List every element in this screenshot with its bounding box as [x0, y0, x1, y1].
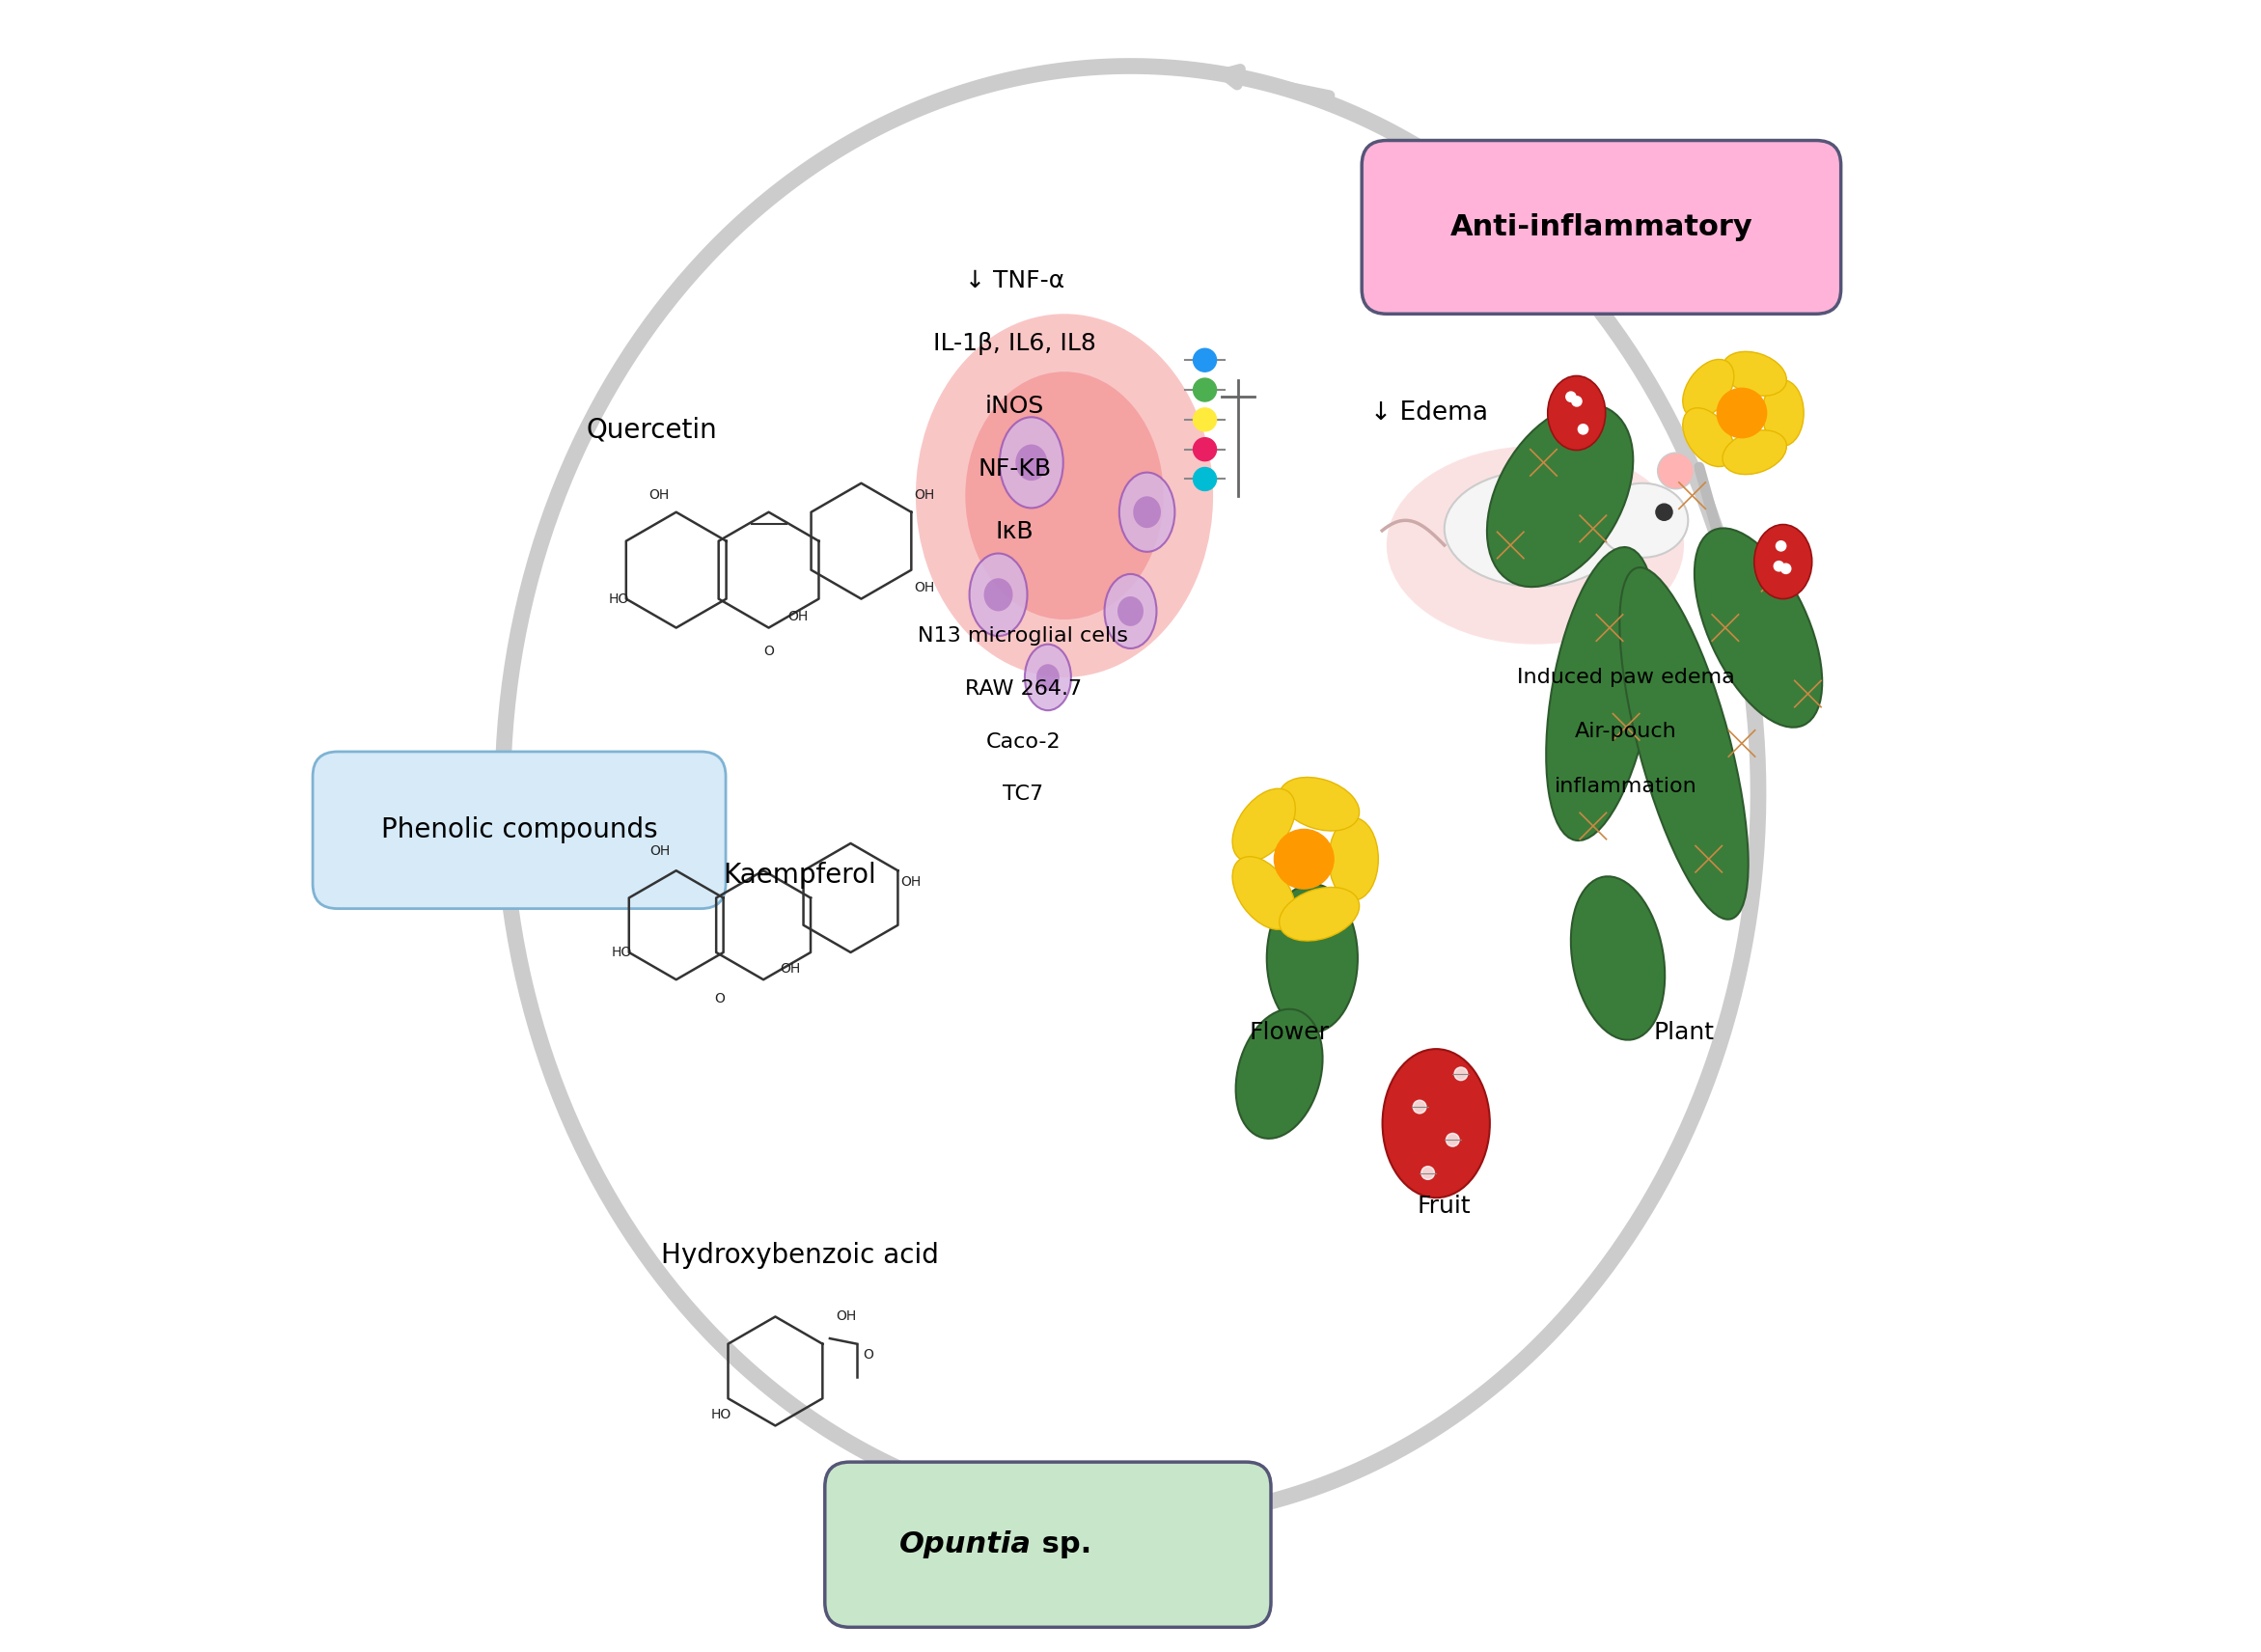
Ellipse shape [1682, 408, 1734, 466]
Text: RAW 264.7: RAW 264.7 [965, 679, 1081, 699]
Circle shape [1194, 468, 1216, 491]
Circle shape [1194, 408, 1216, 431]
Text: OH: OH [787, 610, 807, 623]
Ellipse shape [1036, 664, 1060, 691]
Text: OH: OH [913, 487, 936, 502]
Ellipse shape [1133, 496, 1160, 529]
Circle shape [1655, 504, 1673, 520]
Text: Flower: Flower [1248, 1021, 1329, 1044]
Text: OH: OH [649, 844, 669, 859]
FancyBboxPatch shape [825, 1462, 1271, 1627]
Ellipse shape [1693, 529, 1822, 727]
Circle shape [1768, 567, 1779, 577]
Text: Caco-2: Caco-2 [986, 732, 1060, 752]
Text: Plant: Plant [1653, 1021, 1714, 1044]
FancyBboxPatch shape [1361, 140, 1840, 314]
Circle shape [1275, 829, 1334, 889]
Ellipse shape [1488, 405, 1632, 586]
Ellipse shape [1547, 547, 1657, 841]
Ellipse shape [1103, 575, 1158, 649]
Text: IκB: IκB [995, 520, 1033, 544]
Circle shape [1576, 398, 1587, 408]
Text: Anti-inflammatory: Anti-inflammatory [1449, 213, 1752, 241]
Ellipse shape [1381, 1049, 1490, 1198]
Circle shape [1194, 438, 1216, 461]
Ellipse shape [1232, 857, 1296, 930]
Text: OH: OH [900, 876, 920, 889]
Circle shape [1775, 555, 1784, 565]
Text: iNOS: iNOS [986, 395, 1045, 418]
Ellipse shape [1329, 818, 1379, 900]
Ellipse shape [1619, 568, 1748, 919]
Text: O: O [864, 1348, 873, 1361]
Ellipse shape [1015, 444, 1047, 481]
Text: HO: HO [710, 1408, 730, 1421]
Ellipse shape [1237, 1009, 1323, 1138]
Ellipse shape [965, 372, 1164, 620]
Circle shape [1576, 396, 1587, 406]
Text: O: O [764, 644, 773, 657]
Text: O: O [714, 991, 726, 1006]
Ellipse shape [1117, 596, 1144, 626]
Circle shape [1422, 1166, 1433, 1180]
Text: Induced paw edema: Induced paw edema [1517, 667, 1734, 687]
Ellipse shape [1266, 884, 1357, 1032]
Text: OH: OH [913, 580, 936, 595]
Ellipse shape [1723, 352, 1786, 396]
Circle shape [1562, 408, 1574, 418]
Ellipse shape [916, 314, 1214, 677]
Circle shape [1773, 567, 1782, 577]
Ellipse shape [1596, 484, 1689, 558]
Ellipse shape [1119, 472, 1176, 552]
Ellipse shape [984, 578, 1013, 611]
Text: OH: OH [780, 961, 800, 975]
Circle shape [1194, 378, 1216, 401]
Text: Quercetin: Quercetin [586, 416, 717, 443]
Text: Hydroxybenzoic acid: Hydroxybenzoic acid [660, 1242, 938, 1269]
Text: ↓ Edema: ↓ Edema [1370, 400, 1488, 426]
Ellipse shape [999, 418, 1063, 509]
Circle shape [1413, 1100, 1427, 1113]
Ellipse shape [1657, 453, 1693, 489]
Ellipse shape [1547, 377, 1605, 451]
Text: inflammation: inflammation [1556, 776, 1698, 796]
Text: OH: OH [649, 487, 669, 502]
Ellipse shape [1571, 877, 1664, 1039]
Circle shape [1194, 349, 1216, 372]
Text: IL-1β, IL6, IL8: IL-1β, IL6, IL8 [934, 332, 1097, 355]
Text: HO: HO [610, 945, 631, 960]
Text: sp.: sp. [1031, 1531, 1092, 1558]
Text: N13 microglial cells: N13 microglial cells [918, 626, 1128, 646]
Text: Air-pouch: Air-pouch [1576, 722, 1678, 742]
Text: Opuntia: Opuntia [900, 1531, 1031, 1558]
Ellipse shape [1682, 360, 1734, 418]
Ellipse shape [1755, 525, 1811, 600]
Text: OH: OH [837, 1310, 857, 1323]
Circle shape [1454, 1067, 1467, 1080]
Text: ↓ TNF-α: ↓ TNF-α [965, 269, 1065, 292]
Ellipse shape [1761, 380, 1804, 446]
Ellipse shape [1445, 471, 1626, 586]
Ellipse shape [1386, 446, 1684, 644]
Text: Phenolic compounds: Phenolic compounds [380, 816, 658, 844]
Circle shape [1716, 388, 1766, 438]
Text: NF-KB: NF-KB [979, 458, 1051, 481]
Ellipse shape [970, 553, 1026, 636]
Ellipse shape [1723, 430, 1786, 474]
Ellipse shape [1024, 644, 1072, 710]
Ellipse shape [1280, 776, 1359, 831]
Ellipse shape [1280, 887, 1359, 942]
Text: TC7: TC7 [1004, 785, 1042, 805]
Circle shape [1447, 1133, 1458, 1146]
Text: Fruit: Fruit [1418, 1194, 1472, 1218]
Text: HO: HO [608, 591, 629, 606]
Text: Kaempferol: Kaempferol [724, 862, 877, 889]
Ellipse shape [1232, 788, 1296, 861]
FancyBboxPatch shape [312, 752, 726, 909]
